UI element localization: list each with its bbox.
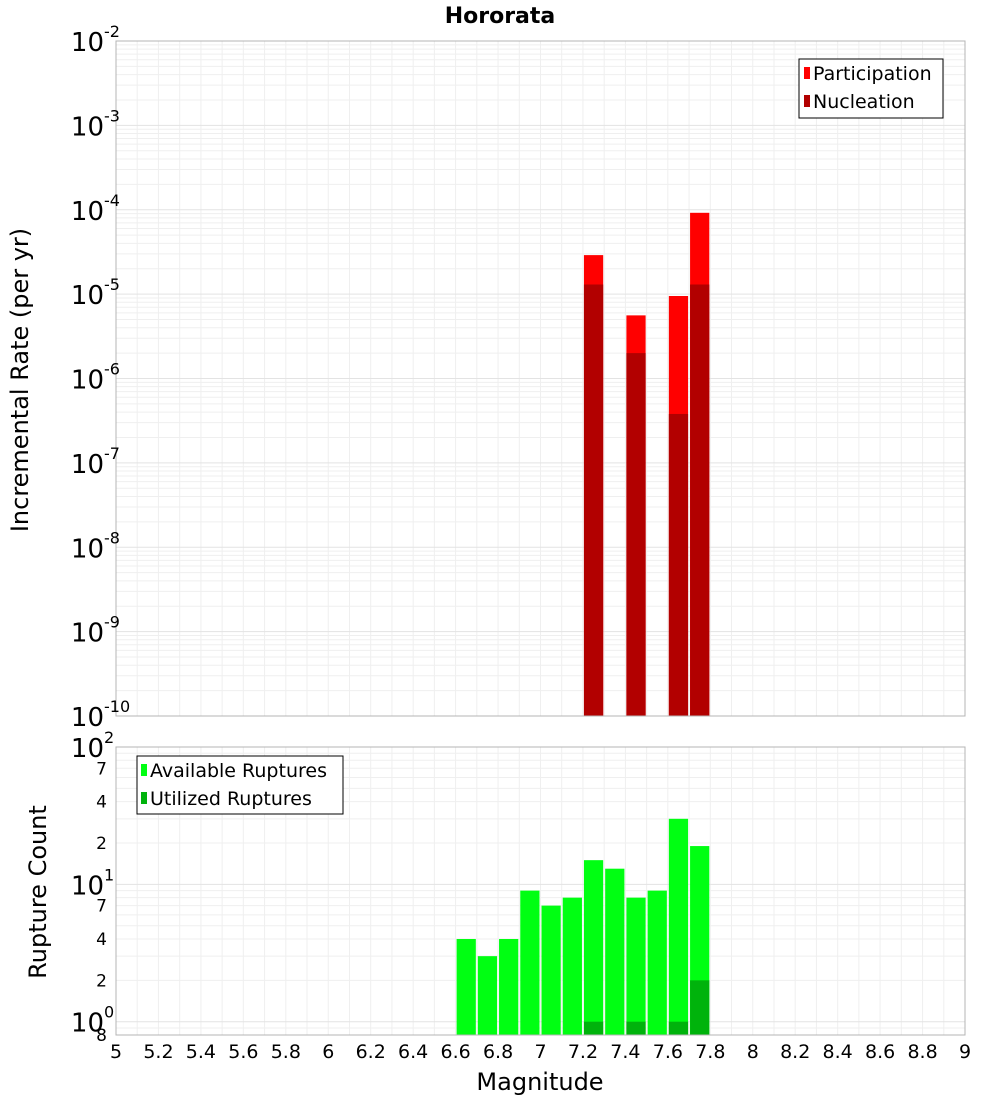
x-tick-label: 7.4 bbox=[610, 1041, 640, 1063]
rate-y-tick-exponent: -10 bbox=[104, 697, 130, 716]
nucleation-bar bbox=[626, 353, 646, 716]
rate-y-tick-exponent: -3 bbox=[104, 106, 120, 125]
count-y-minor-tick-label: 7 bbox=[96, 759, 107, 779]
count-y-minor-tick-label: 2 bbox=[96, 834, 107, 854]
rate-y-tick-label: 10 bbox=[71, 28, 104, 58]
nucleation-legend-label: Nucleation bbox=[813, 91, 915, 113]
available-ruptures-bar bbox=[456, 939, 476, 1035]
x-tick-label: 6.4 bbox=[398, 1041, 428, 1063]
count-y-tick-label: 10 bbox=[71, 1009, 104, 1039]
rate-y-tick-label: 10 bbox=[71, 366, 104, 396]
rate-y-tick-label: 10 bbox=[71, 281, 104, 311]
rate-legend-box bbox=[798, 58, 944, 119]
rate-y-axis-label: Incremental Rate (per yr) bbox=[6, 228, 34, 532]
rate-y-tick-label: 10 bbox=[71, 197, 104, 227]
nucleation-legend-swatch bbox=[804, 95, 810, 107]
x-tick-label: 5.8 bbox=[271, 1041, 301, 1063]
rate-bars bbox=[583, 212, 710, 716]
available-ruptures-bar bbox=[668, 818, 689, 1035]
available-ruptures-bar bbox=[477, 956, 498, 1035]
utilized-ruptures-bar bbox=[690, 980, 710, 1035]
x-tick-label: 5.6 bbox=[228, 1041, 258, 1063]
x-tick-label: 8.8 bbox=[907, 1041, 937, 1063]
nucleation-bar bbox=[690, 284, 710, 716]
count-plot-frame bbox=[115, 746, 966, 1036]
x-tick-label: 6.6 bbox=[440, 1041, 470, 1063]
available-ruptures-bar bbox=[520, 890, 540, 1035]
available-ruptures-bar bbox=[562, 897, 582, 1035]
x-tick-label: 8 bbox=[747, 1041, 759, 1063]
rate-y-tick-exponent: -6 bbox=[104, 360, 120, 379]
count-y-minor-tick-label: 2 bbox=[96, 971, 107, 991]
available-legend-swatch bbox=[141, 764, 147, 776]
chart-title: Hororata bbox=[445, 4, 556, 29]
x-tick-label: 6 bbox=[322, 1041, 334, 1063]
count-y-axis-label: Rupture Count bbox=[24, 805, 52, 979]
x-tick-label: 5.2 bbox=[143, 1041, 173, 1063]
x-tick-label: 5 bbox=[110, 1041, 122, 1063]
available-legend-label: Available Ruptures bbox=[150, 760, 327, 782]
rate-y-tick-label: 10 bbox=[71, 450, 104, 480]
x-tick-label: 7.8 bbox=[695, 1041, 725, 1063]
count-y-tick-exponent: 2 bbox=[104, 728, 114, 747]
count-y-tick-label: 10 bbox=[71, 871, 104, 901]
utilized-ruptures-bar bbox=[583, 1021, 604, 1035]
rate-y-tick-label: 10 bbox=[71, 703, 104, 733]
x-tick-label: 7 bbox=[534, 1041, 546, 1063]
x-tick-label: 8.4 bbox=[823, 1041, 853, 1063]
utilized-ruptures-bar bbox=[668, 1021, 689, 1035]
available-ruptures-bar bbox=[499, 939, 519, 1035]
count-legend: Available Ruptures Utilized Ruptures bbox=[136, 755, 344, 815]
rate-y-tick-exponent: -4 bbox=[104, 191, 120, 210]
available-ruptures-bar bbox=[626, 897, 646, 1035]
rate-plot-frame bbox=[115, 40, 966, 717]
nucleation-bar bbox=[668, 413, 689, 716]
utilized-legend-swatch bbox=[141, 792, 147, 804]
participation-legend-label: Participation bbox=[813, 63, 932, 85]
x-tick-label: 7.2 bbox=[568, 1041, 598, 1063]
rate-y-tick-exponent: -7 bbox=[104, 444, 120, 463]
count-x-ticks: 5 5.2 5.4 5.6 5.8 6 6.2 6.4 6.6 6.8 7 7.2 7.4 7.6 7.8 8… bbox=[110, 1041, 971, 1063]
rate-y-tick-label: 10 bbox=[71, 112, 104, 142]
rate-legend: Participation Nucleation bbox=[798, 58, 944, 119]
count-y-minor-tick-label: 4 bbox=[96, 930, 107, 950]
participation-legend-swatch bbox=[804, 67, 810, 79]
available-ruptures-bar bbox=[541, 905, 561, 1035]
x-tick-label: 8.6 bbox=[865, 1041, 895, 1063]
rate-y-tick-exponent: -2 bbox=[104, 22, 120, 41]
available-ruptures-bar bbox=[583, 860, 604, 1035]
x-tick-label: 6.2 bbox=[356, 1041, 386, 1063]
x-tick-label: 9 bbox=[959, 1041, 971, 1063]
available-ruptures-bar bbox=[647, 890, 667, 1035]
rate-y-tick-label: 10 bbox=[71, 534, 104, 564]
x-axis-label: Magnitude bbox=[476, 1068, 603, 1096]
nucleation-bar bbox=[583, 284, 604, 716]
x-tick-label: 5.4 bbox=[186, 1041, 216, 1063]
available-ruptures-bar bbox=[605, 868, 625, 1035]
x-tick-label: 7.6 bbox=[653, 1041, 683, 1063]
rate-grid bbox=[115, 41, 966, 717]
count-legend-box bbox=[136, 755, 344, 815]
rate-y-tick-exponent: -9 bbox=[104, 613, 120, 632]
rate-y-tick-label: 10 bbox=[71, 619, 104, 649]
x-tick-label: 6.8 bbox=[483, 1041, 513, 1063]
count-y-minor-tick-label: 8 bbox=[96, 1026, 107, 1046]
count-y-minor-tick-label: 7 bbox=[96, 897, 107, 917]
count-bars bbox=[456, 818, 710, 1035]
utilized-ruptures-bar bbox=[626, 1021, 646, 1035]
x-tick-label: 8.2 bbox=[780, 1041, 810, 1063]
utilized-legend-label: Utilized Ruptures bbox=[150, 788, 312, 810]
count-y-minor-tick-label: 4 bbox=[96, 793, 107, 813]
count-y-tick-label: 10 bbox=[71, 734, 104, 764]
count-y-tick-exponent: 0 bbox=[104, 1003, 114, 1022]
count-y-tick-exponent: 1 bbox=[104, 865, 114, 884]
rate-y-tick-exponent: -5 bbox=[104, 275, 120, 294]
rate-y-tick-exponent: -8 bbox=[104, 528, 120, 547]
